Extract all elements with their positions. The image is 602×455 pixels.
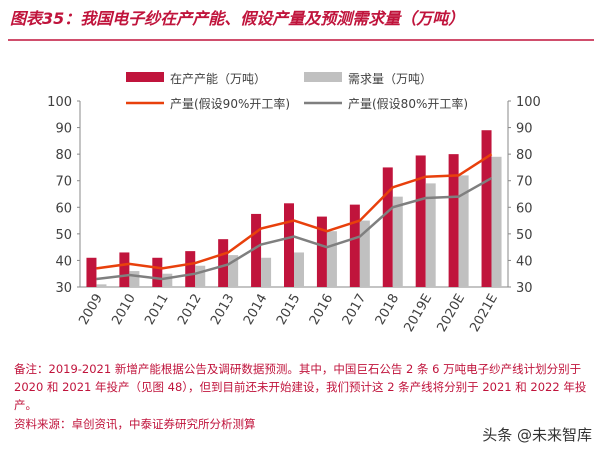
bar (294, 252, 304, 287)
y2-tick-label: 100 (516, 95, 541, 110)
bar (491, 156, 502, 287)
bar (359, 220, 370, 287)
x-tick-label: 2016 (307, 292, 337, 328)
line (96, 176, 493, 281)
y2-tick-label: 90 (516, 122, 533, 137)
y-tick-label: 70 (55, 175, 72, 190)
x-tick-label: 2017 (340, 292, 370, 328)
legend-swatch (126, 72, 164, 82)
x-tick-label: 2018 (373, 292, 403, 328)
y-tick-label: 40 (55, 254, 72, 269)
bar (96, 284, 107, 287)
legend-label: 需求量（万吨） (348, 72, 432, 86)
bar (162, 273, 173, 287)
bar (195, 265, 206, 287)
y-tick-label: 50 (55, 228, 72, 243)
watermark: 头条 @未来智库 (482, 426, 592, 444)
source: 资料来源：卓创资讯，中泰证券研究所分析测算 (14, 417, 256, 431)
y-tick-label: 90 (55, 122, 72, 137)
x-tick-label: 2013 (208, 292, 238, 328)
y2-tick-label: 50 (516, 228, 533, 243)
x-tick-label: 2014 (241, 292, 271, 328)
x-tick-label: 2012 (175, 292, 205, 328)
bar (458, 175, 469, 287)
legend-swatch (304, 72, 342, 82)
bar (382, 167, 393, 287)
legend-label: 产量(假设80%开工率) (348, 96, 468, 111)
y-tick-label: 100 (47, 95, 72, 110)
y2-tick-label: 40 (516, 254, 533, 269)
chart-title: 图表35：我国电子纱在产产能、假设产量及预测需求量（万吨） (10, 9, 464, 28)
y-tick-label: 60 (55, 201, 72, 216)
bar (349, 204, 360, 287)
y2-tick-label: 70 (516, 175, 533, 190)
x-tick-label: 2011 (142, 292, 172, 328)
bar (251, 213, 262, 287)
bar (86, 257, 97, 287)
notes: 备注：2019-2021 新增产能根据公告及调研数据预测。其中，中国巨石公告 2… (14, 362, 587, 412)
bar (415, 155, 426, 287)
line (96, 153, 493, 270)
bar (392, 196, 403, 287)
bar (228, 255, 239, 287)
legend-label: 在产产能（万吨） (170, 72, 266, 86)
y2-tick-label: 30 (516, 281, 533, 296)
chart: 图表35：我国电子纱在产产能、假设产量及预测需求量（万吨） 30 40 50 60 70… (8, 9, 594, 335)
bar (448, 154, 459, 287)
x-tick-label: 2010 (109, 292, 139, 328)
bar (152, 257, 163, 287)
y2-tick-label: 60 (516, 201, 533, 216)
bar (261, 257, 272, 287)
bar (425, 183, 436, 287)
bar (481, 130, 492, 287)
bar (316, 216, 327, 287)
y-tick-label: 80 (55, 148, 72, 163)
bar (326, 231, 337, 287)
legend-label: 产量(假设90%开工率) (170, 96, 290, 111)
x-tick-label: 2009 (76, 292, 106, 328)
y-tick-label: 30 (55, 281, 72, 296)
x-tick-label: 2019E (402, 292, 436, 335)
bar (119, 252, 130, 287)
x-tick-label: 2020E (434, 292, 468, 335)
x-tick-label: 2015 (274, 292, 304, 328)
bar (284, 203, 294, 287)
bar (185, 251, 196, 287)
x-tick-label: 2021E (467, 292, 501, 335)
bar (129, 271, 140, 287)
bar (218, 239, 229, 287)
y2-tick-label: 80 (516, 148, 533, 163)
